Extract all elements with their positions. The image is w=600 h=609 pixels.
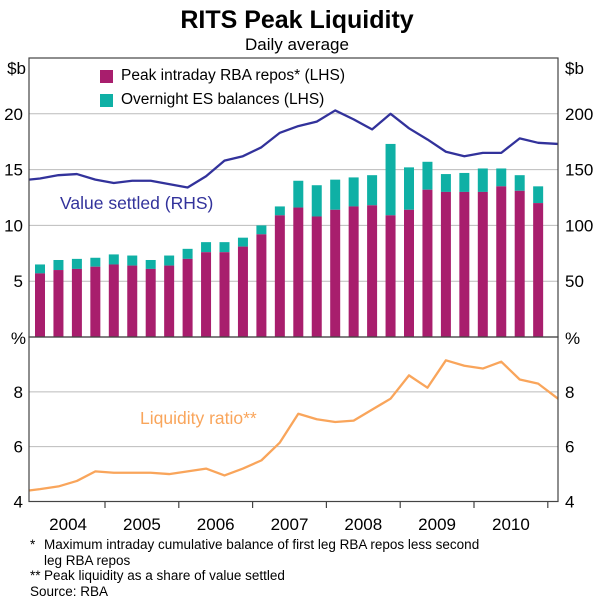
- svg-text:5: 5: [14, 272, 23, 291]
- value-settled-series-label: Value settled (RHS): [60, 193, 214, 213]
- legend-item-es: Overnight ES balances (LHS): [100, 88, 345, 112]
- footnotes: * Maximum intraday cumulative balance of…: [30, 537, 575, 599]
- es-swatch-icon: [100, 93, 113, 107]
- svg-text:15: 15: [4, 161, 23, 180]
- svg-text:150: 150: [565, 161, 593, 180]
- footnote-1: * Maximum intraday cumulative balance of…: [30, 537, 575, 553]
- svg-text:%: %: [11, 329, 26, 348]
- liquidity-ratio-series-label: Liquidity ratio**: [140, 408, 257, 428]
- svg-text:$b: $b: [7, 59, 26, 78]
- svg-text:20: 20: [4, 105, 23, 124]
- svg-text:6: 6: [14, 438, 23, 457]
- svg-text:$b: $b: [565, 59, 584, 78]
- svg-text:8: 8: [14, 383, 23, 402]
- svg-text:2010: 2010: [492, 515, 530, 534]
- footnote-1-text-2: leg RBA repos: [44, 552, 131, 568]
- footnote-1-marker: *: [30, 537, 36, 552]
- footnote-1-text: Maximum intraday cumulative balance of f…: [44, 537, 480, 552]
- svg-text:4: 4: [14, 493, 23, 512]
- footnote-2-marker: **: [30, 568, 41, 583]
- svg-text:2008: 2008: [344, 515, 382, 534]
- svg-text:4: 4: [565, 493, 574, 512]
- footnote-2: ** Peak liquidity as a share of value se…: [30, 568, 575, 584]
- chart-title: RITS Peak Liquidity: [180, 6, 414, 34]
- legend-item-repos: Peak intraday RBA repos* (LHS): [100, 64, 345, 88]
- legend-label-es: Overnight ES balances (LHS): [121, 91, 325, 108]
- svg-text:100: 100: [565, 216, 593, 235]
- source-line: Source: RBA: [30, 584, 575, 600]
- svg-text:%: %: [565, 329, 580, 348]
- repos-swatch-icon: [100, 69, 113, 83]
- svg-text:2004: 2004: [49, 515, 87, 534]
- svg-text:2005: 2005: [123, 515, 161, 534]
- source-text: Source: RBA: [30, 583, 109, 599]
- chart-subtitle: Daily average: [245, 35, 349, 54]
- svg-text:10: 10: [4, 216, 23, 235]
- svg-text:200: 200: [565, 105, 593, 124]
- legend: Peak intraday RBA repos* (LHS) Overnight…: [100, 64, 345, 112]
- footnote-2-text: Peak liquidity as a share of value settl…: [44, 568, 285, 583]
- svg-text:8: 8: [565, 383, 574, 402]
- svg-text:6: 6: [565, 438, 574, 457]
- svg-text:2007: 2007: [271, 515, 309, 534]
- legend-label-repos: Peak intraday RBA repos* (LHS): [121, 67, 345, 84]
- svg-text:2009: 2009: [418, 515, 456, 534]
- footnote-1-continued: leg RBA repos: [30, 553, 575, 569]
- svg-text:50: 50: [565, 272, 584, 291]
- svg-text:2006: 2006: [197, 515, 235, 534]
